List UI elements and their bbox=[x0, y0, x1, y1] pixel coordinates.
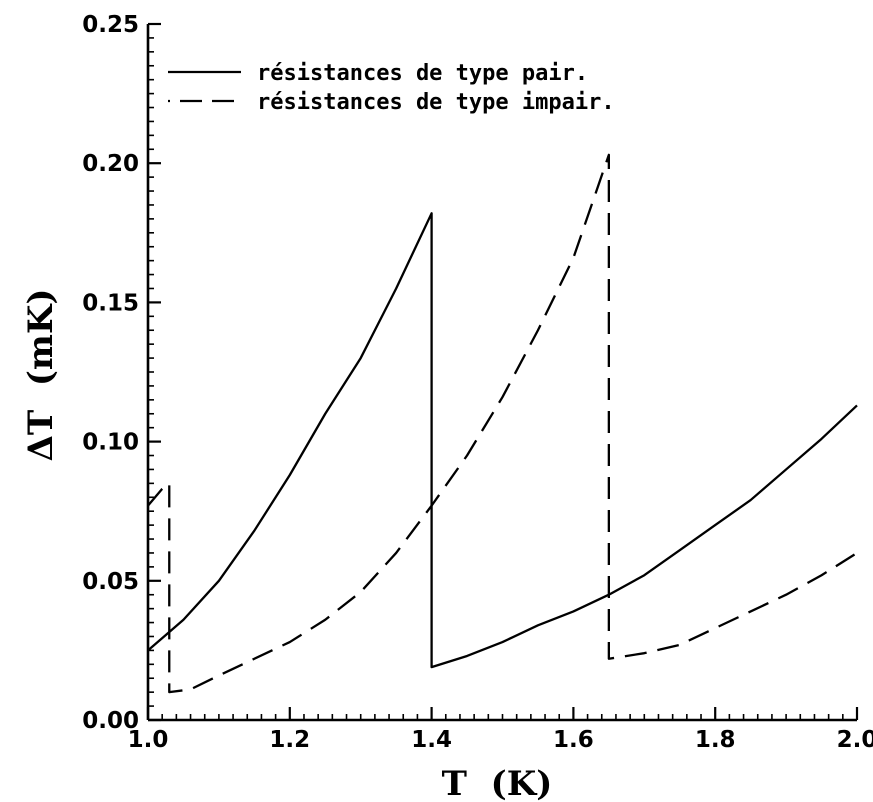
x-tick-label: 1.8 bbox=[695, 727, 736, 753]
x-tick-label: 2.0 bbox=[837, 727, 873, 753]
y-tick-label: 0.05 bbox=[82, 569, 139, 595]
tick-labels: 1.0 1.2 1.4 1.6 1.8 2.0 0.00 0.05 0.10 0.15 0.20 0.… bbox=[82, 12, 873, 753]
y-tick-label: 0.00 bbox=[82, 708, 139, 734]
series-line-pair bbox=[147, 212, 858, 669]
x-tick-label: 1.4 bbox=[411, 727, 452, 753]
y-axis-title: ΔT (mK) bbox=[21, 288, 61, 461]
y-tick-label: 0.20 bbox=[82, 151, 139, 177]
axes bbox=[146, 24, 857, 722]
x-tick-label: 1.0 bbox=[128, 727, 169, 753]
legend-label-impair: résistances de type impair. bbox=[257, 90, 615, 115]
x-tick-label: 1.6 bbox=[553, 727, 594, 753]
x-tick-label: 1.2 bbox=[269, 727, 310, 753]
y-tick-label: 0.25 bbox=[82, 12, 139, 38]
y-tick-label: 0.15 bbox=[82, 290, 139, 316]
y-tick-label: 0.10 bbox=[82, 430, 139, 456]
legend: résistances de type pair. résistances de… bbox=[168, 61, 615, 115]
x-axis-title: T (K) bbox=[442, 764, 553, 802]
legend-label-pair: résistances de type pair. bbox=[257, 61, 588, 86]
ticks bbox=[146, 22, 859, 722]
series-layer bbox=[147, 153, 858, 694]
series-line-impair bbox=[147, 153, 858, 694]
